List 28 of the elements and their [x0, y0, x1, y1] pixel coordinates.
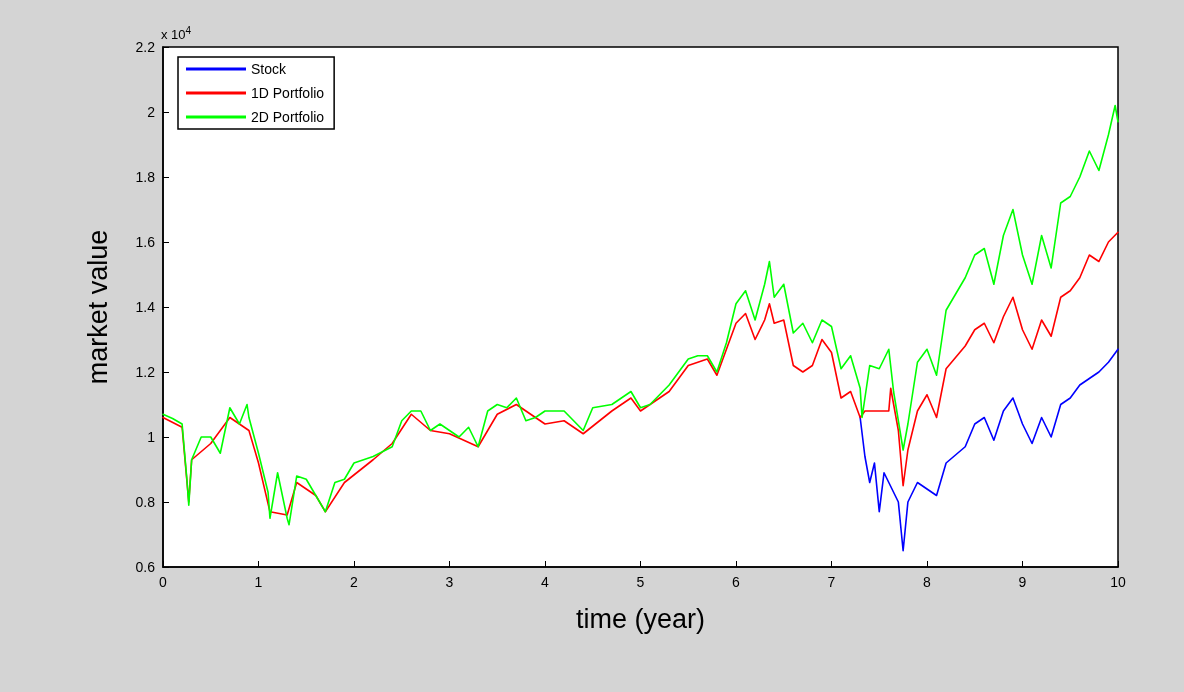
- x-tick-label: 4: [541, 574, 550, 590]
- y-tick-label: 2: [147, 104, 156, 120]
- legend-label: Stock: [251, 61, 288, 77]
- x-tick-label: 2: [350, 574, 359, 590]
- x-tick-label: 6: [732, 574, 741, 590]
- y-tick-label: 2.2: [135, 39, 156, 55]
- y-tick-label: 1.4: [135, 299, 156, 315]
- x-tick-label: 10: [1110, 574, 1126, 590]
- line-series: [859, 348, 1119, 552]
- legend-label: 1D Portfolio: [251, 85, 325, 101]
- y-tick-label: 0.6: [135, 559, 156, 575]
- y-tick-label: 1: [147, 429, 156, 445]
- line-series: [162, 104, 1119, 526]
- x-tick-label: 0: [159, 574, 168, 590]
- y-axis-title: market value: [82, 229, 113, 385]
- legend-label: 2D Portfolio: [251, 109, 325, 125]
- x-tick-label: 7: [827, 574, 836, 590]
- y-tick-label: 1.2: [135, 364, 156, 380]
- line-series: [162, 231, 1119, 516]
- x-tick-label: 5: [636, 574, 645, 590]
- x-tick-label: 1: [254, 574, 263, 590]
- y-tick-label: 0.8: [135, 494, 156, 510]
- x-tick-label: 3: [445, 574, 454, 590]
- x-tick-label: 9: [1018, 574, 1027, 590]
- x-axis-title: time (year): [575, 603, 706, 634]
- y-tick-label: 1.6: [135, 234, 156, 250]
- x-tick-label: 8: [923, 574, 932, 590]
- y-tick-label: 1.8: [135, 169, 156, 185]
